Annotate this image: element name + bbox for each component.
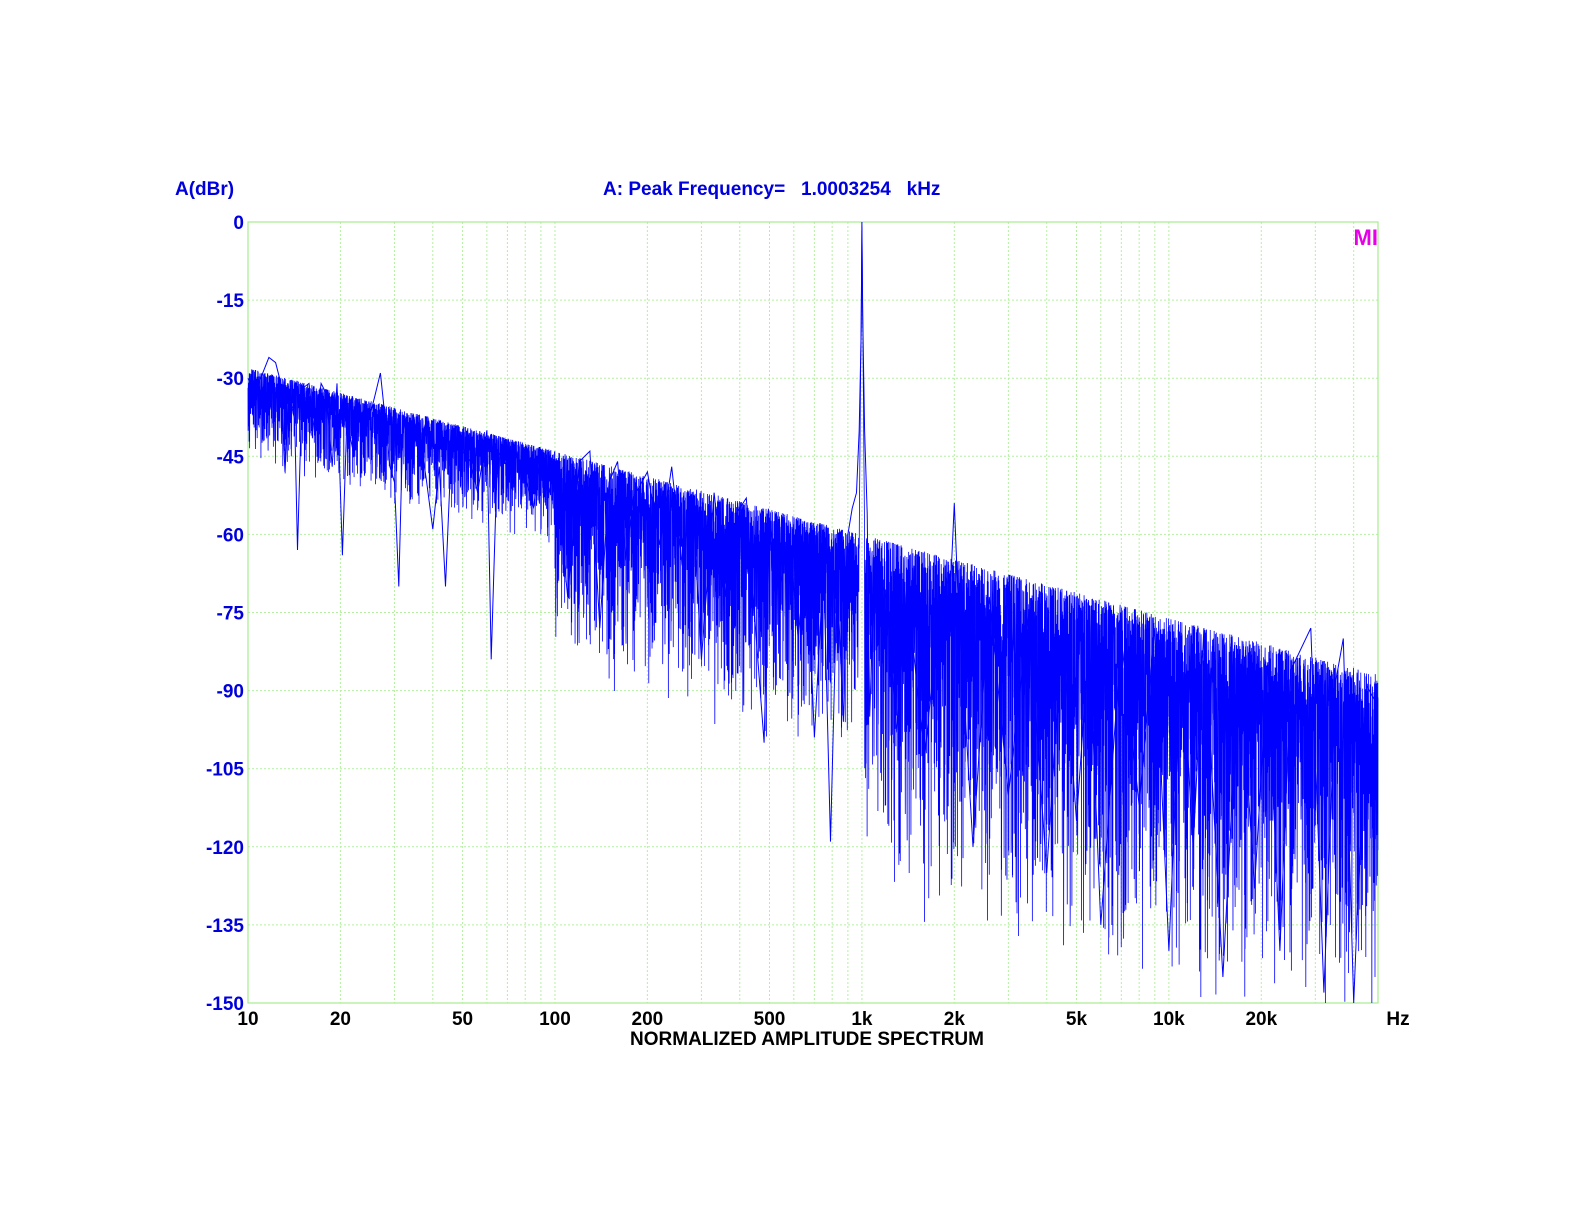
x-tick-label: 100 bbox=[539, 1009, 571, 1030]
x-tick-label: 10k bbox=[1153, 1009, 1185, 1030]
x-tick-label: 20k bbox=[1245, 1009, 1277, 1030]
x-axis-label: NORMALIZED AMPLITUDE SPECTRUM bbox=[630, 1029, 984, 1050]
x-tick-label: 50 bbox=[452, 1009, 473, 1030]
y-tick-label: -45 bbox=[217, 447, 245, 468]
x-tick-label: 5k bbox=[1066, 1009, 1088, 1030]
series-noise-trace bbox=[247, 227, 1379, 1004]
y-tick-label: -135 bbox=[206, 916, 244, 937]
y-tick-label: -60 bbox=[217, 525, 244, 546]
y-tick-label: -15 bbox=[217, 291, 245, 312]
y-tick-label: -30 bbox=[217, 369, 244, 390]
x-tick-label: 500 bbox=[754, 1009, 786, 1030]
x-tick-label: 10 bbox=[237, 1009, 258, 1030]
y-tick-label: -120 bbox=[206, 838, 244, 859]
x-tick-label: 20 bbox=[330, 1009, 351, 1030]
series-group bbox=[247, 221, 1379, 1004]
y-tick-label: -90 bbox=[217, 682, 244, 703]
grid bbox=[247, 221, 1379, 1004]
x-unit-label: Hz bbox=[1386, 1009, 1409, 1030]
chart-title: A: Peak Frequency= 1.0003254 kHz bbox=[603, 179, 940, 200]
y-tick-label: -105 bbox=[206, 760, 244, 781]
x-tick-label: 1k bbox=[851, 1009, 873, 1030]
x-tick-label: 2k bbox=[944, 1009, 966, 1030]
y-tick-label: -75 bbox=[217, 604, 245, 625]
x-tick-labels: 10 20 50 100 200 500 1k 2k 5k 10k 20k bbox=[237, 1009, 1277, 1030]
x-tick-label: 200 bbox=[632, 1009, 664, 1030]
corner-mark: MI bbox=[1354, 225, 1378, 250]
y-tick-labels: 0 -15 -30 -45 -60 -75 -90 -105 -120 -135 -150 bbox=[206, 213, 244, 1015]
y-tick-label: 0 bbox=[233, 213, 244, 234]
y-tick-label: -150 bbox=[206, 994, 244, 1015]
plot-frame bbox=[247, 221, 1379, 1004]
y-axis-label: A(dBr) bbox=[175, 179, 234, 200]
